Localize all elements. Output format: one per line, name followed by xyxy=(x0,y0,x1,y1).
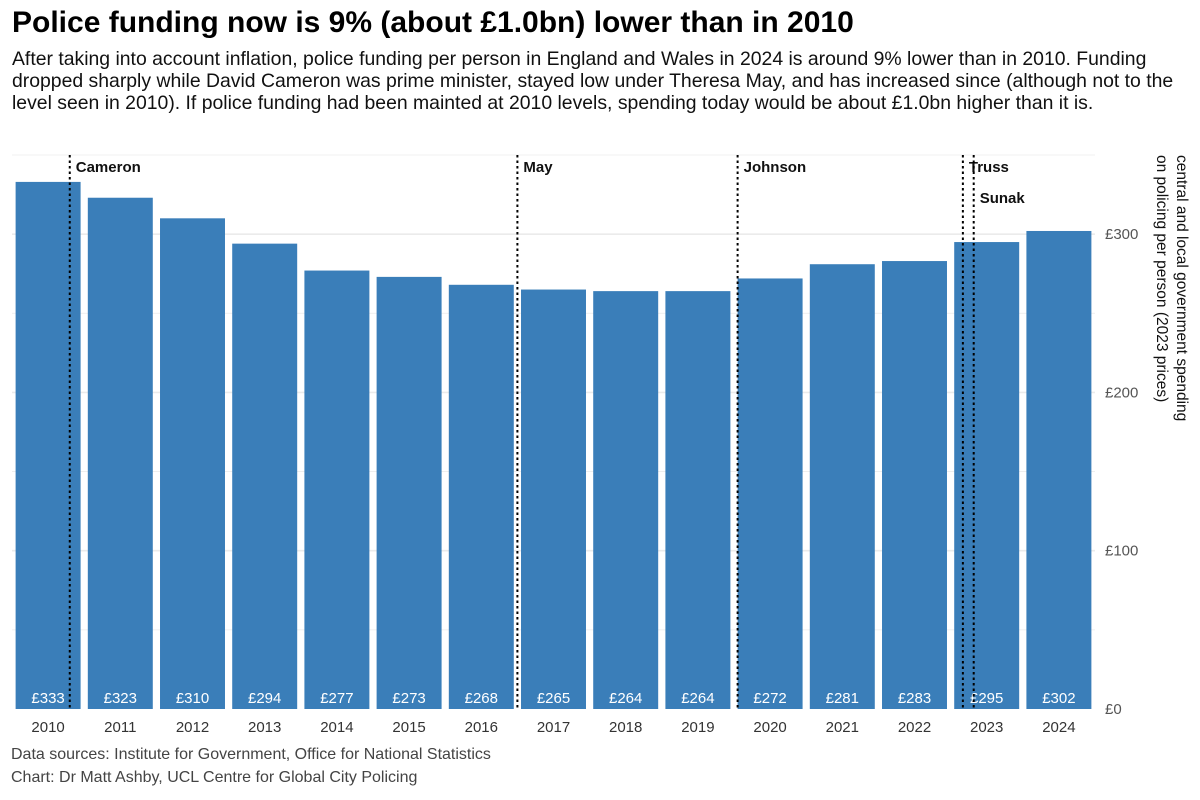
chart-credit-caption: Chart: Dr Matt Ashby, UCL Centre for Glo… xyxy=(11,769,418,786)
bar xyxy=(87,197,153,710)
bar xyxy=(160,218,225,710)
bar-data-label: £272 xyxy=(753,690,786,707)
y-tick-label: £0 xyxy=(1105,701,1122,718)
x-tick-label: 2024 xyxy=(1042,719,1075,736)
bar-data-label: £302 xyxy=(1042,690,1075,707)
x-tick-label: 2013 xyxy=(248,719,281,736)
pm-markers: Cameron May Johnson Truss Sunak xyxy=(68,155,1026,709)
bar xyxy=(15,181,81,709)
bar-data-label: £333 xyxy=(31,690,64,707)
bar xyxy=(809,264,875,709)
pm-marker-label: May xyxy=(523,159,553,176)
x-tick-label: 2010 xyxy=(31,719,64,736)
bar xyxy=(376,276,442,709)
x-tick-label: 2016 xyxy=(465,719,498,736)
pm-marker-label: Johnson xyxy=(744,159,807,176)
bar-data-label: £295 xyxy=(970,690,1003,707)
bar-data-label: £323 xyxy=(104,690,137,707)
chart-title: Police funding now is 9% (about £1.0bn) … xyxy=(12,6,854,39)
y-axis-title: central and local government spendingon … xyxy=(1153,155,1190,421)
bar-data-label: £310 xyxy=(176,690,209,707)
bar xyxy=(521,289,586,709)
x-tick-label: 2018 xyxy=(609,719,642,736)
y-tick-label: £200 xyxy=(1105,384,1138,401)
bar xyxy=(882,261,947,709)
y-tick-label: £100 xyxy=(1105,543,1138,560)
x-tick-label: 2011 xyxy=(104,719,136,736)
x-tick-label: 2014 xyxy=(320,719,353,736)
y-axis-title-line: central and local government spending xyxy=(1173,155,1190,421)
bar xyxy=(737,278,803,709)
bar-data-label: £294 xyxy=(248,690,281,707)
x-tick-label: 2021 xyxy=(826,719,859,736)
x-tick-label: 2012 xyxy=(176,719,209,736)
bar xyxy=(954,242,1020,710)
x-tick-label: 2023 xyxy=(970,719,1003,736)
x-tick-label: 2020 xyxy=(753,719,786,736)
bar xyxy=(448,284,514,709)
x-tick-label: 2019 xyxy=(681,719,714,736)
bar xyxy=(232,243,298,709)
chart-subtitle: After taking into account inflation, pol… xyxy=(12,48,1174,114)
pm-marker-label: Sunak xyxy=(980,190,1026,207)
y-tick-label: £300 xyxy=(1105,226,1138,243)
bar-data-label: £273 xyxy=(392,690,425,707)
x-tick-label: 2015 xyxy=(392,719,425,736)
axis-labels: 2010 2011 2012 2013 2014 2015 2016 2017 2018 2019… xyxy=(31,155,1190,736)
bar-data-label: £264 xyxy=(609,690,642,707)
bar-data-label: £283 xyxy=(898,690,931,707)
x-tick-label: 2022 xyxy=(898,719,931,736)
pm-marker-label: Truss xyxy=(969,159,1009,176)
x-tick-label: 2017 xyxy=(537,719,570,736)
bar-data-label: £265 xyxy=(537,690,570,707)
bar-data-label: £277 xyxy=(320,690,353,707)
bar xyxy=(665,291,731,709)
bar xyxy=(1026,230,1092,709)
bar xyxy=(304,270,370,709)
y-axis-title-line: on policing per person (2023 prices) xyxy=(1153,155,1170,402)
bar-data-label: £264 xyxy=(681,690,714,707)
data-sources-caption: Data sources: Institute for Government, … xyxy=(11,746,491,763)
pm-marker-label: Cameron xyxy=(76,159,141,176)
bar-data-label: £281 xyxy=(826,690,859,707)
bar-data-label: £268 xyxy=(465,690,498,707)
bar xyxy=(593,291,659,709)
bars: £333 £323 £310 £294 £277 £273 £268 £265 £264 £264… xyxy=(15,181,1092,710)
